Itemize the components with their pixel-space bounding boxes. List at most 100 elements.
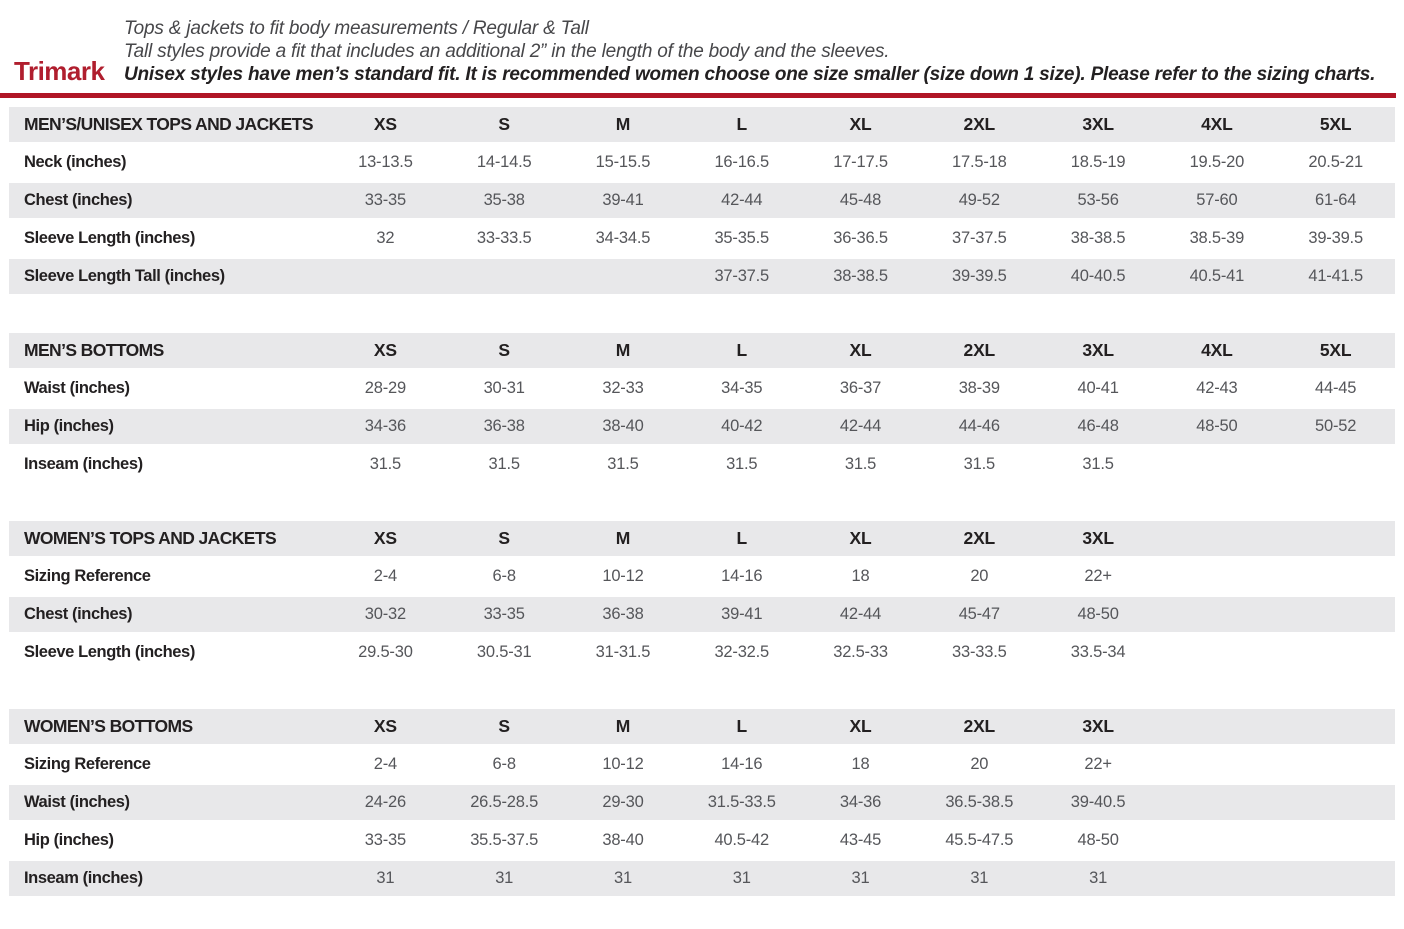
size-value-cell: 37-37.5: [952, 229, 1007, 247]
size-value-cell: 38-38.5: [1070, 229, 1126, 247]
size-value-cell: 34-36: [364, 417, 406, 435]
size-value-cell: 13-13.5: [358, 153, 413, 171]
size-column-header: [1157, 709, 1276, 744]
size-value-cell: 22+: [1084, 755, 1112, 773]
table-row: Hip (inches) 34-36 36-38 38-40 40-42 42-44 44-…: [9, 409, 1395, 447]
size-value-cell: 31.5-33.5: [707, 793, 776, 811]
row-label: Sizing Reference: [24, 755, 151, 773]
size-value-cell: 17-17.5: [833, 153, 888, 171]
row-label: Hip (inches): [24, 831, 114, 849]
intro-line-3: Unisex styles have men’s standard fit. I…: [124, 64, 1376, 85]
size-value-cell: 35-35.5: [714, 229, 770, 247]
size-value-cell: 26.5-28.5: [470, 793, 539, 811]
size-column-header: L: [736, 114, 747, 134]
size-value-cell: [1276, 447, 1395, 482]
size-value-cell: 39-39.5: [1308, 229, 1363, 247]
size-value-cell: 33-35: [364, 831, 406, 849]
size-value-cell: 42-44: [721, 191, 763, 209]
size-column-header: 5XL: [1319, 340, 1352, 360]
size-column-header: L: [736, 716, 747, 736]
size-value-cell: 36-37: [839, 379, 882, 397]
size-value-cell: 34-35: [721, 379, 763, 397]
size-value-cell: 45.5-47.5: [945, 831, 1014, 849]
size-column-header: 2XL: [963, 716, 996, 736]
size-column-header: XL: [849, 716, 872, 736]
size-column-header: L: [736, 340, 747, 360]
size-value-cell: [1157, 861, 1276, 896]
size-value-cell: 18.5-19: [1070, 153, 1126, 171]
table-header-row: WOMEN’S TOPS AND JACKETS XS S M L XL 2XL 3XL: [9, 521, 1395, 559]
size-column-header: XS: [373, 528, 397, 548]
size-value-cell: 48-50: [1196, 417, 1238, 435]
size-value-cell: 33-33.5: [476, 229, 532, 247]
size-value-cell: 18: [851, 755, 870, 773]
size-column-header: 3XL: [1082, 114, 1114, 134]
size-value-cell: 40-41: [1077, 379, 1119, 397]
size-value-cell: 35.5-37.5: [470, 831, 539, 849]
size-value-cell: 31: [1089, 869, 1108, 887]
size-value-cell: 31: [851, 869, 870, 887]
size-value-cell: 40-42: [721, 417, 763, 435]
size-value-cell: [1157, 635, 1276, 670]
size-value-cell: 44-45: [1315, 379, 1357, 397]
table-row: Sleeve Length (inches) 29.5-30 30.5-31 31-3…: [9, 635, 1395, 673]
size-column-header: 2XL: [963, 340, 996, 360]
size-value-cell: 31: [613, 869, 632, 887]
size-value-cell: 42-43: [1196, 379, 1238, 397]
size-value-cell: 38-38.5: [833, 267, 888, 285]
row-label: Sleeve Length (inches): [24, 229, 195, 247]
size-value-cell: 46-48: [1077, 417, 1119, 435]
intro-text: Tops & jackets to fit body measurements …: [124, 17, 1404, 86]
size-column-header: M: [615, 114, 631, 134]
size-value-cell: 16-16.5: [714, 153, 770, 171]
table-row: Chest (inches) 30-32 33-35 36-38 39-41 42-44 4…: [9, 597, 1395, 635]
size-value-cell: 29.5-30: [358, 643, 413, 661]
size-value-cell: [1276, 597, 1395, 632]
table-title: MEN’S BOTTOMS: [24, 340, 164, 360]
size-value-cell: 36-38: [483, 417, 525, 435]
table-row: Sizing Reference 2-4 6-8 10-12 14-16 18 20 22+: [9, 747, 1395, 785]
size-table: MEN’S BOTTOMS XS S M L XL 2XL 3XL 4XL 5XL Waist (i…: [9, 333, 1395, 485]
table-row: Sizing Reference 2-4 6-8 10-12 14-16 18 20 22+: [9, 559, 1395, 597]
row-label: Sleeve Length (inches): [24, 643, 195, 661]
row-label: Hip (inches): [24, 417, 114, 435]
size-value-cell: [564, 259, 683, 294]
size-value-cell: 33-35: [483, 605, 525, 623]
size-value-cell: 38-40: [602, 417, 644, 435]
size-column-header: 4XL: [1201, 114, 1233, 134]
size-value-cell: 30.5-31: [476, 643, 532, 661]
size-table: MEN’S/UNISEX TOPS AND JACKETS XS S M L XL 2XL 3…: [9, 107, 1395, 297]
table-row: Neck (inches) 13-13.5 14-14.5 15-15.5 16-16.…: [9, 145, 1395, 183]
size-value-cell: 48-50: [1077, 605, 1119, 623]
size-column-header: 2XL: [963, 114, 996, 134]
header-divider-rule: [0, 93, 1396, 98]
size-value-cell: 19.5-20: [1189, 153, 1245, 171]
size-value-cell: [1157, 747, 1276, 782]
size-column-header: [1276, 709, 1395, 744]
table-row: Inseam (inches) 31.5 31.5 31.5 31.5 31.5 31.5 3…: [9, 447, 1395, 485]
size-column-header: M: [615, 716, 631, 736]
size-value-cell: 36-36.5: [833, 229, 888, 247]
size-value-cell: 31.5: [963, 455, 996, 473]
size-value-cell: 15-15.5: [595, 153, 651, 171]
size-column-header: M: [615, 340, 631, 360]
size-value-cell: 34-36: [839, 793, 882, 811]
size-column-header: 2XL: [963, 528, 996, 548]
table-title: WOMEN’S TOPS AND JACKETS: [24, 528, 277, 548]
size-value-cell: 33.5-34: [1070, 643, 1126, 661]
size-value-cell: 31: [732, 869, 751, 887]
size-table: WOMEN’S TOPS AND JACKETS XS S M L XL 2XL 3XL Siz…: [9, 521, 1395, 673]
size-column-header: [1276, 521, 1395, 556]
size-column-header: S: [498, 114, 510, 134]
row-label: Chest (inches): [24, 191, 133, 209]
size-value-cell: 20.5-21: [1308, 153, 1363, 171]
size-value-cell: [1276, 559, 1395, 594]
size-value-cell: [1276, 823, 1395, 858]
size-value-cell: 39-41: [602, 191, 644, 209]
size-value-cell: 41-41.5: [1308, 267, 1363, 285]
size-value-cell: 6-8: [492, 567, 516, 585]
size-column-header: 3XL: [1082, 340, 1114, 360]
size-column-header: [1157, 521, 1276, 556]
table-header-row: MEN’S BOTTOMS XS S M L XL 2XL 3XL 4XL 5XL: [9, 333, 1395, 371]
